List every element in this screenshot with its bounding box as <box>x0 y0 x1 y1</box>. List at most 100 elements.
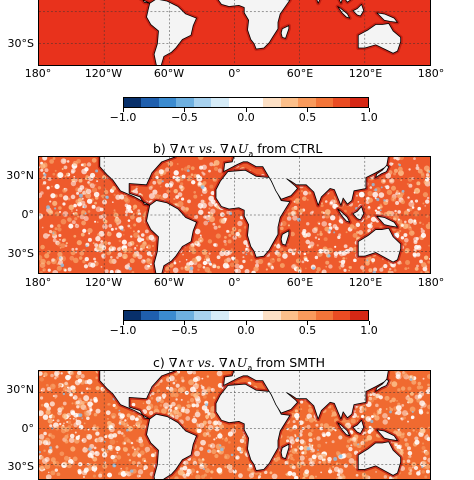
colorbar-swatch <box>315 98 334 107</box>
colorbar-swatch <box>193 311 212 320</box>
land-borneo <box>352 3 365 17</box>
colorbar-swatch <box>280 311 299 320</box>
land-north-america <box>99 371 176 420</box>
colorbar-swatch <box>176 98 194 107</box>
panel-c-title-math: ∇∧τ vs. ∇∧U <box>168 355 248 370</box>
panel-c-title-math-sub: a <box>247 363 253 373</box>
colorbar-swatch <box>350 98 368 107</box>
colorbar-swatch <box>333 98 351 107</box>
colorbar-swatch <box>315 311 334 320</box>
colorbar-tick-label: 1.0 <box>360 324 378 337</box>
land-europe-asia <box>316 0 352 4</box>
x-tick-a-5: 120°E <box>348 67 383 80</box>
colorbar-tick-mark <box>368 321 370 325</box>
colorbar-tick-label: 1.0 <box>360 111 378 124</box>
map-panel-c <box>38 370 431 480</box>
y-tick-c-2: 30°S <box>7 460 34 473</box>
land-new-guinea <box>376 429 398 442</box>
graticule <box>39 0 430 65</box>
colorbar-tick-label: −1.0 <box>109 324 137 337</box>
panel-c-title: c) ∇∧τ vs. ∇∧Ua from SMTH <box>153 355 325 373</box>
colorbar-swatch <box>158 98 177 107</box>
colorbar-tick-label: −0.5 <box>171 111 198 124</box>
colorbar-tick-mark <box>368 108 370 112</box>
colorbar-swatch <box>350 311 368 320</box>
x-tick-b-6: 180° <box>417 276 445 289</box>
y-tick-b-1: 0° <box>21 208 35 221</box>
colorbar-swatch <box>228 311 246 320</box>
land-africa <box>215 169 291 258</box>
land-north-america <box>99 157 176 206</box>
land-north-america <box>142 0 151 4</box>
colorbar-tick-mark <box>245 108 247 112</box>
x-tick-a-0: 180° <box>24 67 52 80</box>
colorbar-tick-mark <box>184 321 185 325</box>
colorbar-tick-mark <box>307 108 308 112</box>
colorbar-tick-label: −0.5 <box>171 324 198 337</box>
colorbar-2 <box>123 310 369 321</box>
land-australia <box>357 23 402 54</box>
land-south-america <box>146 200 197 273</box>
panel-c-title-suffix: from SMTH <box>252 355 326 370</box>
colorbar-tick-mark <box>122 108 124 112</box>
colorbar-swatch <box>280 98 299 107</box>
colorbar-swatch <box>211 98 229 107</box>
x-tick-a-2: 60°W <box>153 67 185 80</box>
colorbar-swatch <box>176 311 194 320</box>
colorbar-swatch <box>263 311 281 320</box>
colorbar-swatch <box>333 311 351 320</box>
colorbar-swatch <box>141 98 159 107</box>
x-tick-a-3: 0° <box>228 67 241 80</box>
colorbar-tick-mark <box>245 321 247 325</box>
colorbar-swatch <box>124 98 142 107</box>
land-europe-asia <box>223 371 389 420</box>
colorbar-tick-label: 0.5 <box>298 111 317 124</box>
panel-b-title-math: ∇∧τ vs. ∇∧U <box>169 141 249 156</box>
x-tick-b-0: 180° <box>24 276 52 289</box>
land-australia <box>357 441 402 476</box>
land-europe-asia <box>223 157 389 206</box>
x-tick-a-6: 180° <box>417 67 445 80</box>
colorbar-swatch <box>124 311 142 320</box>
colorbar-swatch <box>141 311 159 320</box>
x-tick-b-1: 120°W <box>84 276 123 289</box>
graticule <box>39 157 430 273</box>
graticule <box>39 371 430 479</box>
x-tick-b-3: 0° <box>228 276 241 289</box>
land-africa <box>215 383 291 471</box>
colorbar-swatch <box>263 98 281 107</box>
x-tick-b-5: 120°E <box>348 276 383 289</box>
y-tick-c-0: 30°N <box>6 383 34 396</box>
colorbar-swatch <box>298 98 316 107</box>
colorbar-tick-label: 0.5 <box>298 324 317 337</box>
x-tick-b-2: 60°W <box>153 276 185 289</box>
map-panel-a <box>38 0 431 66</box>
x-tick-b-4: 60°E <box>286 276 314 289</box>
land-japan <box>375 165 390 178</box>
land-sumatra <box>337 422 351 437</box>
land-madagascar <box>280 25 290 39</box>
colorbar-swatch <box>298 311 316 320</box>
panel-c-title-prefix: c) <box>153 355 169 370</box>
x-tick-a-4: 60°E <box>286 67 314 80</box>
panel-b-title-prefix: b) <box>153 141 170 156</box>
land-madagascar <box>280 443 290 459</box>
panel-b-title-suffix: from CTRL <box>253 141 323 156</box>
land-borneo <box>352 206 365 221</box>
land-australia <box>357 227 402 263</box>
y-tick-b-2: 30°S <box>7 247 34 260</box>
colorbar-tick-label: 0.0 <box>237 324 255 337</box>
land-sumatra <box>337 208 351 223</box>
panel-b-title-math-sub: a <box>248 149 254 159</box>
x-tick-a-1: 120°W <box>84 67 123 80</box>
map-panel-b <box>38 156 431 274</box>
land-africa <box>217 0 291 50</box>
land-new-guinea <box>376 12 398 23</box>
y-tick-c-1: 0° <box>21 422 35 435</box>
colorbar-tick-mark <box>307 321 308 325</box>
colorbar-swatch <box>158 311 177 320</box>
y-tick-b-0: 30°N <box>6 169 34 182</box>
colorbar-swatch <box>245 98 264 107</box>
colorbar-swatch <box>211 311 229 320</box>
colorbar-tick-mark <box>184 108 185 112</box>
